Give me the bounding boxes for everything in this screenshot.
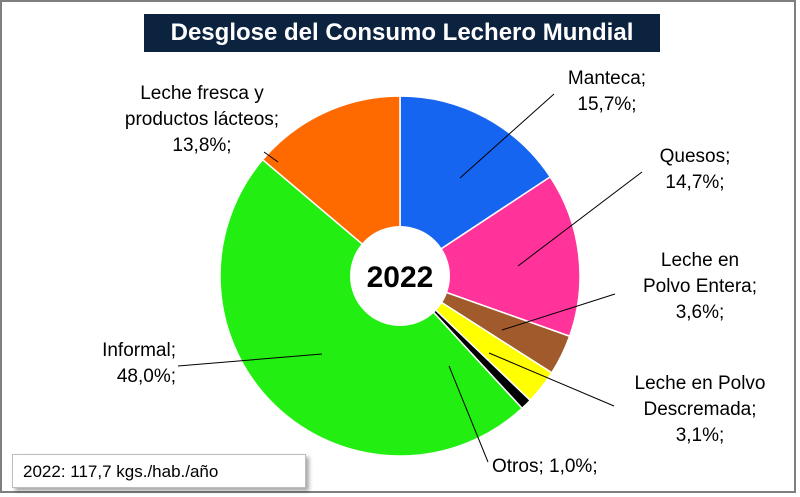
note-box: 2022: 117,7 kgs./hab./año — [12, 454, 306, 488]
data-label-quesos: Quesos; 14,7%; — [660, 146, 731, 193]
chart-title: Desglose del Consumo Lechero Mundial — [144, 14, 660, 52]
slice-quesos — [398, 175, 581, 338]
slice-leche-fresca-y-productos-l-cteos — [261, 95, 401, 278]
data-label-otros: Otros; 1,0%; — [492, 456, 598, 477]
leader-line-informal — [177, 353, 323, 367]
leader-line-leche-fresca-y-productos-l-cteos — [263, 151, 279, 163]
center-year-label: 2022 — [367, 261, 434, 294]
donut-hole — [350, 226, 450, 326]
data-label-leche-en-polvo-entera: Leche en Polvo Entera; 3,6%; — [643, 250, 757, 323]
leader-line-manteca — [459, 93, 555, 179]
slice-manteca — [399, 95, 552, 278]
leader-line-leche-en-polvo-entera — [501, 293, 616, 331]
data-label-leche-fresca-y-productos-l-cteos: Leche fresca y productos lácteos; 13,8%; — [125, 83, 279, 156]
leader-line-quesos — [517, 171, 643, 267]
data-label-leche-en-polvo-descremada: Leche en Polvo Descremada; 3,1%; — [635, 373, 766, 446]
leader-line-otros — [448, 365, 489, 463]
data-label-manteca: Manteca; 15,7%; — [568, 68, 646, 115]
leader-line-leche-en-polvo-descremada — [488, 352, 615, 407]
data-label-informal: Informal; 48,0%; — [102, 340, 176, 387]
